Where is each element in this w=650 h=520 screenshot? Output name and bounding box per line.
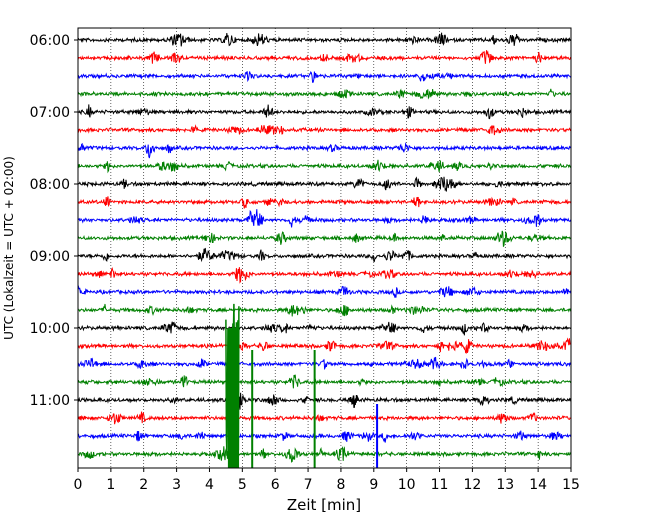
trace-line	[78, 124, 571, 136]
trace-line	[78, 337, 571, 354]
trace-line	[78, 159, 571, 174]
x-tick-label: 7	[304, 477, 313, 493]
x-tick-label: 2	[139, 477, 148, 493]
trace-line	[78, 70, 571, 83]
x-tick-label: 1	[106, 477, 115, 493]
event-burst-fill	[227, 328, 240, 468]
x-tick-label: 3	[172, 477, 181, 493]
trace-line	[78, 430, 571, 443]
x-tick-label: 12	[463, 477, 481, 493]
trace-line	[78, 303, 571, 317]
event-small-burst	[348, 395, 360, 408]
trace-line	[78, 32, 571, 47]
x-tick-label: 13	[496, 477, 514, 493]
trace-line	[78, 142, 571, 159]
x-axis: 0 1 2 3 4 5 6 7 8 9 10 11 12 13 14 15	[74, 468, 580, 493]
trace-line	[78, 356, 571, 371]
y-tick-label: 10:00	[30, 321, 70, 337]
y-axis: 06:00 07:00 08:00 09:00 10:00 11:00	[30, 33, 78, 409]
y-tick-label: 11:00	[30, 393, 70, 409]
x-axis-title: Zeit [min]	[287, 496, 361, 514]
trace-group	[78, 32, 571, 468]
x-tick-label: 10	[398, 477, 416, 493]
plot-background	[78, 28, 571, 468]
y-tick-label: 06:00	[30, 33, 70, 49]
trace-line	[78, 247, 571, 263]
x-tick-label: 5	[238, 477, 247, 493]
y-tick-label: 07:00	[30, 105, 70, 121]
x-tick-label: 14	[529, 477, 547, 493]
trace-line	[78, 104, 571, 120]
x-tick-label: 6	[271, 477, 280, 493]
trace-line	[78, 230, 571, 247]
x-tick-label: 0	[74, 477, 83, 493]
trace-line	[78, 285, 571, 298]
y-tick-label: 09:00	[30, 249, 70, 265]
y-tick-label: 08:00	[30, 177, 70, 193]
trace-line	[78, 196, 571, 209]
trace-line	[78, 374, 571, 389]
trace-line	[78, 321, 571, 336]
x-tick-label: 15	[562, 477, 580, 493]
trace-line	[78, 446, 571, 463]
x-tick-label: 8	[336, 477, 345, 493]
x-tick-label: 4	[205, 477, 214, 493]
plot-frame	[77, 27, 572, 469]
trace-line	[78, 88, 571, 100]
trace-line	[78, 411, 571, 425]
trace-line	[78, 50, 571, 64]
x-tick-label: 11	[431, 477, 449, 493]
trace-line	[78, 266, 571, 284]
trace-line	[78, 176, 571, 192]
trace-line	[78, 209, 571, 228]
trace-line	[78, 392, 571, 410]
x-tick-label: 9	[369, 477, 378, 493]
y-axis-title: UTC (Lokalzeit = UTC + 02:00)	[2, 156, 16, 340]
